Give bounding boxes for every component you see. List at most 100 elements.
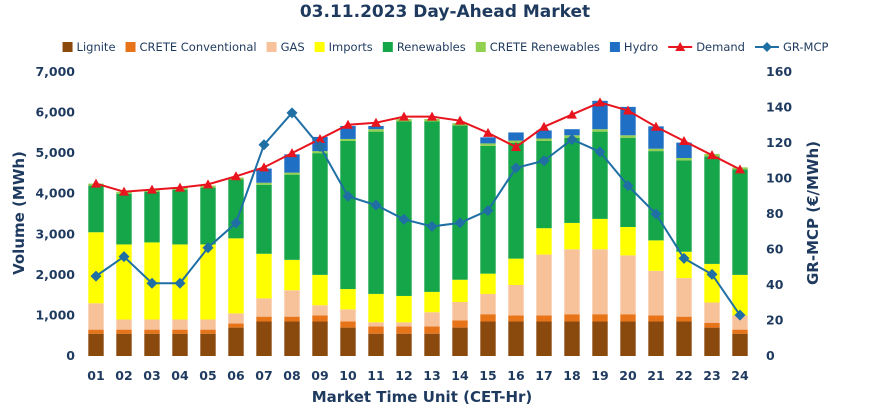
- x-tick-label: 07: [255, 368, 272, 383]
- bar-segment: [704, 322, 720, 328]
- legend-swatch: [382, 42, 393, 52]
- bar-segment: [648, 270, 664, 316]
- bar-segment: [564, 249, 580, 315]
- legend-swatch: [125, 42, 136, 52]
- x-tick-label: 13: [423, 368, 440, 383]
- bar-segment: [312, 274, 328, 306]
- mcp-point: [258, 139, 270, 151]
- bar-segment: [172, 319, 188, 330]
- demand-point: [287, 148, 297, 158]
- mcp-point: [426, 220, 438, 232]
- bar-segment: [116, 244, 132, 320]
- bar-segment: [172, 329, 188, 334]
- x-tick-label: 04: [171, 368, 189, 383]
- bar-segment: [508, 143, 524, 259]
- mcp-point: [482, 204, 494, 216]
- bar-segment: [116, 319, 132, 330]
- bar-segment: [508, 315, 524, 322]
- demand-point: [623, 105, 633, 115]
- bar-segment: [340, 321, 356, 328]
- bar-segment: [648, 240, 664, 271]
- bar-segment: [536, 130, 552, 139]
- demand-point: [259, 162, 269, 172]
- y2-tick-label: 80: [766, 206, 784, 221]
- x-tick-label: 24: [731, 368, 749, 383]
- bar-segment: [340, 125, 356, 139]
- x-tick-label: 22: [675, 368, 692, 383]
- y-axis-label: Volume (MWh): [10, 151, 28, 275]
- demand-point: [483, 127, 493, 137]
- bar-segment: [284, 290, 300, 317]
- bar-segment: [620, 314, 636, 322]
- legend-label: Lignite: [77, 40, 116, 54]
- bar-segment: [424, 333, 440, 356]
- lines: [90, 97, 746, 321]
- legend-label: CRETE Renewables: [490, 40, 600, 54]
- bar-segment: [88, 303, 104, 330]
- mcp-point: [678, 252, 690, 264]
- legend-swatch: [266, 42, 277, 52]
- bar-segment: [704, 302, 720, 323]
- demand-point: [511, 142, 521, 152]
- bar-segment: [116, 329, 132, 334]
- chart-title: 03.11.2023 Day-Ahead Market: [300, 2, 590, 22]
- x-tick-label: 15: [479, 368, 496, 383]
- bar-segment: [676, 158, 692, 161]
- bar-segment: [732, 274, 748, 316]
- y-tick-label: 5,000: [35, 145, 75, 160]
- bar-segment: [564, 129, 580, 136]
- mcp-point: [538, 155, 550, 167]
- bar-segment: [284, 172, 300, 175]
- bar-segment: [704, 327, 720, 356]
- legend-swatch: [475, 42, 486, 52]
- demand-point: [203, 179, 213, 189]
- bar-segment: [648, 148, 664, 152]
- bar-segment: [256, 253, 272, 299]
- demand-point: [371, 117, 381, 127]
- bar-segment: [452, 279, 468, 303]
- x-tick-label: 11: [367, 368, 384, 383]
- mcp-point: [510, 162, 522, 174]
- bar-segment: [340, 140, 356, 290]
- demand-point: [175, 182, 185, 192]
- bar-segment: [144, 191, 160, 243]
- bar-segment: [396, 322, 412, 327]
- series-line: [95, 111, 741, 316]
- x-tick-label: 06: [227, 368, 245, 383]
- bar-segment: [620, 226, 636, 256]
- bar-segment: [200, 187, 216, 245]
- demand-point: [455, 115, 465, 125]
- bar-segment: [620, 321, 636, 356]
- demand-point: [651, 121, 661, 131]
- y2-tick-label: 0: [766, 348, 775, 363]
- bar-segment: [732, 333, 748, 356]
- bar-segment: [732, 169, 748, 275]
- bar-segment: [284, 321, 300, 356]
- bar-segment: [452, 302, 468, 321]
- demand-point: [427, 111, 437, 121]
- bar-segment: [312, 315, 328, 322]
- bar-segment: [312, 321, 328, 356]
- bar-segment: [88, 333, 104, 356]
- demand-point: [539, 121, 549, 131]
- bar-segment: [424, 312, 440, 327]
- bar-segment: [536, 140, 552, 229]
- bar-segment: [368, 129, 384, 132]
- bar-segment: [200, 244, 216, 320]
- bar-segment: [648, 151, 664, 241]
- bar-segment: [536, 254, 552, 316]
- demand-point: [595, 97, 605, 107]
- bar-segment: [396, 326, 412, 334]
- legend-marker: [675, 42, 686, 51]
- bar-segment: [480, 137, 496, 144]
- x-tick-label: 12: [395, 368, 412, 383]
- bar-segment: [284, 316, 300, 322]
- bar-segment: [172, 333, 188, 356]
- demand-point: [707, 150, 717, 160]
- mcp-point: [454, 217, 466, 229]
- bar-segment: [368, 293, 384, 323]
- bar-segment: [480, 273, 496, 294]
- bar-segment: [256, 168, 272, 183]
- mcp-point: [398, 213, 410, 225]
- x-tick-label: 21: [647, 368, 664, 383]
